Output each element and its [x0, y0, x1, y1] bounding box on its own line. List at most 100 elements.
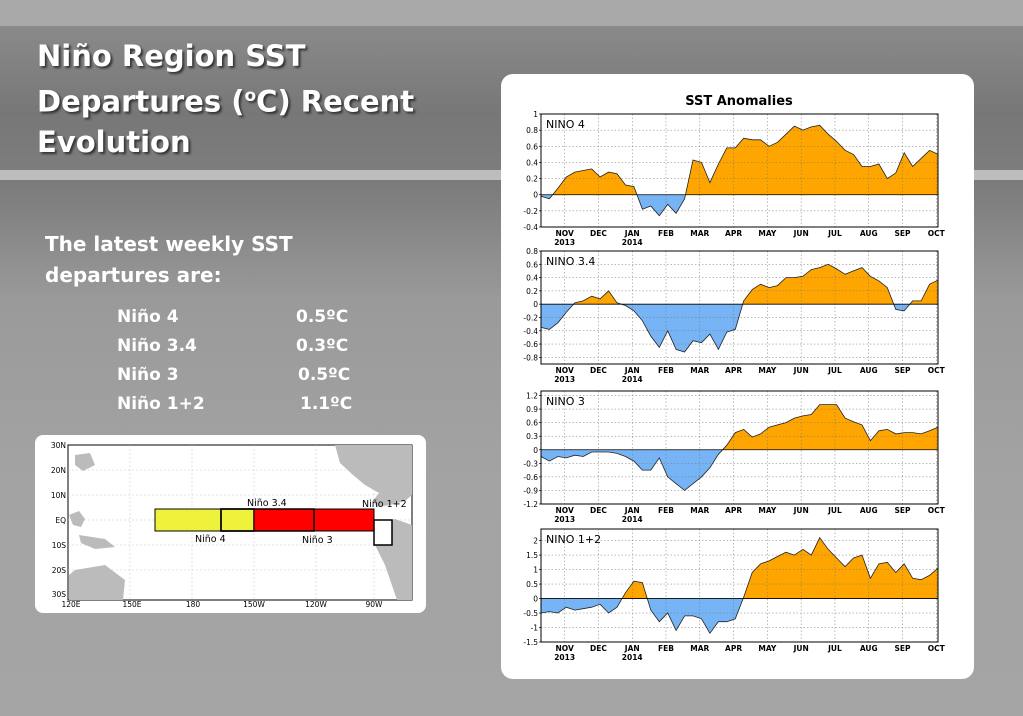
- y-tick-label: 0.6: [526, 260, 538, 269]
- x-tick-label: SEP: [895, 229, 912, 238]
- x-tick-label: FEB: [658, 229, 674, 238]
- x-year-label: 2014: [622, 515, 643, 524]
- lat-label: 20N: [51, 466, 66, 475]
- lon-label: 180: [186, 600, 201, 609]
- y-tick-label: 0: [533, 191, 538, 200]
- x-year-label: 2013: [554, 515, 575, 524]
- x-tick-label: DEC: [590, 644, 607, 653]
- lon-label: 150E: [122, 600, 141, 609]
- x-year-label: 2013: [554, 238, 575, 247]
- x-tick-label: MAY: [758, 229, 777, 238]
- lon-label: 120E: [61, 600, 80, 609]
- intro-line-1: The latest weekly SST: [45, 232, 293, 256]
- lat-label: 30S: [52, 590, 67, 599]
- y-tick-label: 0.6: [526, 419, 538, 428]
- title-line-2a: Departures (: [37, 84, 245, 119]
- y-tick-label: -0.4: [523, 223, 538, 232]
- y-tick-label: 1: [533, 566, 538, 575]
- x-tick-label: APR: [725, 644, 742, 653]
- region-name: Niño 1+2: [117, 394, 205, 414]
- nino4-region-box: [154, 508, 222, 532]
- series-line: [540, 404, 939, 491]
- x-tick-label: OCT: [928, 229, 946, 238]
- x-tick-label: AUG: [860, 229, 878, 238]
- sst-anomalies-chart: SST Anomalies NINO 4 1 0.8 0.6 0.4 0.2 0 -0.2 -0…: [523, 94, 946, 662]
- positive-anomaly-area: [541, 537, 938, 599]
- value-row-nino12: Niño 1+2 1.1ºC: [117, 394, 377, 423]
- nino4-overlap-box: [220, 508, 255, 532]
- map-land: [69, 445, 412, 600]
- x-tick-label: MAR: [690, 644, 709, 653]
- x-tick-label: NOV: [556, 506, 574, 515]
- title-line-3: Evolution: [37, 124, 191, 159]
- x-tick-label: MAY: [758, 506, 777, 515]
- lon-label: 150W: [243, 600, 265, 609]
- x-tick-label: JUN: [793, 644, 809, 653]
- sst-values-list: Niño 4 0.5ºC Niño 3.4 0.3ºC Niño 3 0.5ºC Ni…: [117, 307, 377, 423]
- x-tick-label: APR: [725, 229, 742, 238]
- y-tick-label: 0.4: [526, 158, 538, 167]
- panel-3: NINO 1+2 2 1.5 1 0.5 0 -0.5 -1 -1.5 NOV DEC JAN FEB M…: [523, 528, 946, 662]
- y-tick-label: 1.2: [526, 392, 538, 401]
- lat-label: 10N: [51, 491, 66, 500]
- positive-anomaly-area: [541, 264, 938, 305]
- x-tick-label: JUN: [793, 366, 809, 375]
- x-tick-label: MAR: [690, 506, 709, 515]
- y-tick-label: -0.3: [523, 459, 538, 468]
- lat-label: 10S: [52, 541, 67, 550]
- y-tick-label: 0.2: [526, 175, 538, 184]
- x-year-label: 2014: [622, 653, 643, 662]
- panel-label: NINO 4: [546, 118, 585, 131]
- x-tick-label: MAR: [690, 229, 709, 238]
- y-tick-label: 0: [533, 595, 538, 604]
- y-tick-label: 2: [533, 537, 538, 546]
- lat-label: 30N: [51, 441, 66, 450]
- x-tick-label: JUL: [827, 506, 842, 515]
- y-tick-label: -1.2: [523, 500, 538, 509]
- y-tick-label: 1: [533, 110, 538, 119]
- x-tick-label: JAN: [624, 366, 640, 375]
- chart-title: SST Anomalies: [685, 94, 793, 109]
- panel-frame: [540, 390, 939, 505]
- x-tick-label: APR: [725, 366, 742, 375]
- nino34-region-box: [220, 508, 315, 532]
- map-lat-labels: 30N 20N 10N EQ 10S 20S 30S: [51, 441, 66, 599]
- x-year-label: 2013: [554, 375, 575, 384]
- x-tick-label: JUN: [793, 229, 809, 238]
- x-tick-label: DEC: [590, 506, 607, 515]
- positive-anomaly-area: [541, 125, 938, 195]
- panel-label: NINO 3: [546, 395, 585, 408]
- intro-line-2: departures are:: [45, 263, 222, 287]
- negative-anomaly-area: [541, 194, 938, 216]
- x-tick-label: APR: [725, 506, 742, 515]
- title-line-2b: C) Recent: [256, 84, 415, 119]
- x-tick-label: DEC: [590, 366, 607, 375]
- lon-label: 120W: [305, 600, 327, 609]
- panel-frame: [540, 528, 939, 643]
- y-tick-label: -0.8: [523, 353, 538, 362]
- x-tick-label: FEB: [658, 506, 674, 515]
- y-tick-label: 0.4: [526, 274, 538, 283]
- value-row-nino3: Niño 3 0.5ºC: [117, 365, 377, 394]
- y-tick-label: 0.8: [526, 126, 538, 135]
- region-name: Niño 3.4: [117, 336, 197, 356]
- sst-anomalies-chart-card: SST Anomalies NINO 4 1 0.8 0.6 0.4 0.2 0 -0.2 -0…: [501, 74, 974, 679]
- panel-frame: [540, 113, 939, 228]
- panel-frame: [540, 250, 939, 365]
- panel-1: NINO 3.4 0.8 0.6 0.4 0.2 0 -0.2 -0.4 -0.6 -0.8 NOV…: [523, 247, 945, 384]
- x-tick-label: SEP: [895, 644, 912, 653]
- x-tick-label: JUN: [793, 506, 809, 515]
- x-tick-label: AUG: [860, 644, 878, 653]
- negative-anomaly-area: [541, 449, 938, 491]
- series-line: [540, 536, 939, 635]
- lon-label: 90W: [366, 600, 384, 609]
- region-value: 1.1ºC: [300, 394, 353, 414]
- positive-anomaly-area: [541, 404, 938, 450]
- slide-title: Niño Region SST Departures (oC) Recent E…: [37, 36, 457, 162]
- y-tick-label: -0.2: [523, 207, 538, 216]
- nino34-map-label: Niño 3.4: [247, 498, 287, 509]
- x-tick-label: OCT: [928, 506, 946, 515]
- title-line-1: Niño Region SST: [37, 39, 306, 73]
- x-tick-label: SEP: [895, 366, 912, 375]
- x-tick-label: OCT: [928, 644, 946, 653]
